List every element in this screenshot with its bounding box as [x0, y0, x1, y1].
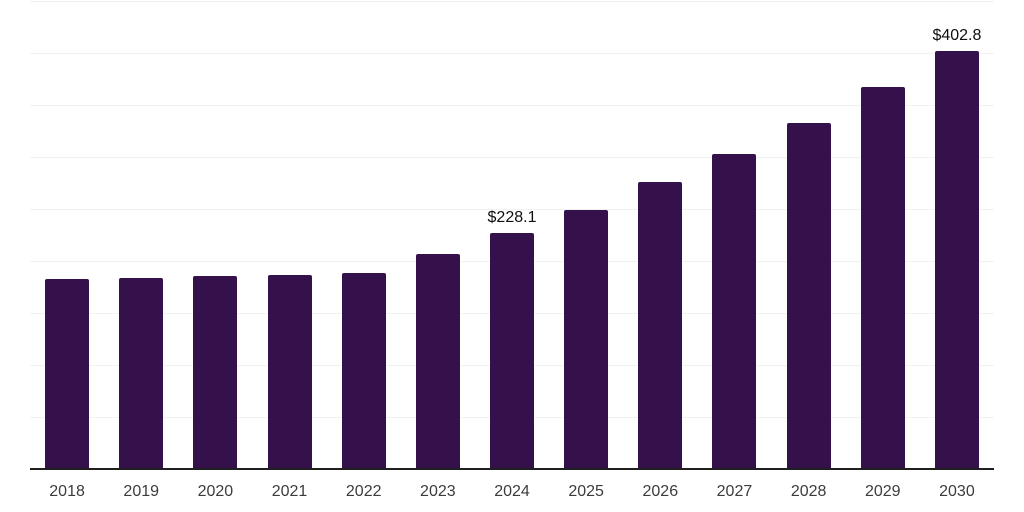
gridline-300 — [30, 157, 994, 159]
gridline-450 — [30, 1, 994, 3]
bar-2019 — [119, 277, 164, 470]
x-tick-2021: 2021 — [271, 483, 308, 500]
x-tick-2024: 2024 — [494, 483, 530, 500]
bar-2027 — [712, 154, 757, 470]
x-tick-2019: 2019 — [123, 483, 160, 500]
x-tick-2028: 2028 — [790, 483, 827, 500]
bar-2025 — [564, 209, 609, 470]
value-label-2030: $402.8 — [932, 27, 982, 45]
x-tick-2023: 2023 — [420, 483, 456, 500]
x-tick-2020: 2020 — [197, 483, 234, 500]
bar-2020 — [193, 276, 238, 470]
x-tick-2018: 2018 — [49, 483, 85, 500]
x-axis-labels: 2018 2019 2020 2021 2022 2023 2024 2025 2026 2027… — [30, 480, 994, 504]
bar-2030 — [934, 51, 979, 470]
bar-2018 — [45, 279, 90, 470]
bar-2023 — [415, 254, 460, 470]
gridline-350 — [30, 105, 994, 107]
bar-2029 — [860, 87, 905, 470]
x-tick-2026: 2026 — [642, 483, 679, 500]
x-tick-2030: 2030 — [939, 483, 975, 500]
bar-2028 — [786, 122, 831, 470]
x-tick-2027: 2027 — [716, 483, 753, 500]
x-tick-2029: 2029 — [864, 483, 901, 500]
x-tick-2025: 2025 — [568, 483, 604, 500]
gridline-400 — [30, 53, 994, 55]
bar-2021 — [267, 274, 312, 470]
plot-area: $228.1 $402.8 — [30, 0, 994, 470]
x-tick-2022: 2022 — [345, 483, 382, 500]
bar-2026 — [638, 181, 683, 470]
bar-2022 — [341, 273, 386, 470]
gridline-250 — [30, 209, 994, 211]
x-axis-line — [30, 468, 994, 470]
bar-2024 — [490, 232, 534, 470]
value-label-2024: $228.1 — [487, 208, 537, 226]
